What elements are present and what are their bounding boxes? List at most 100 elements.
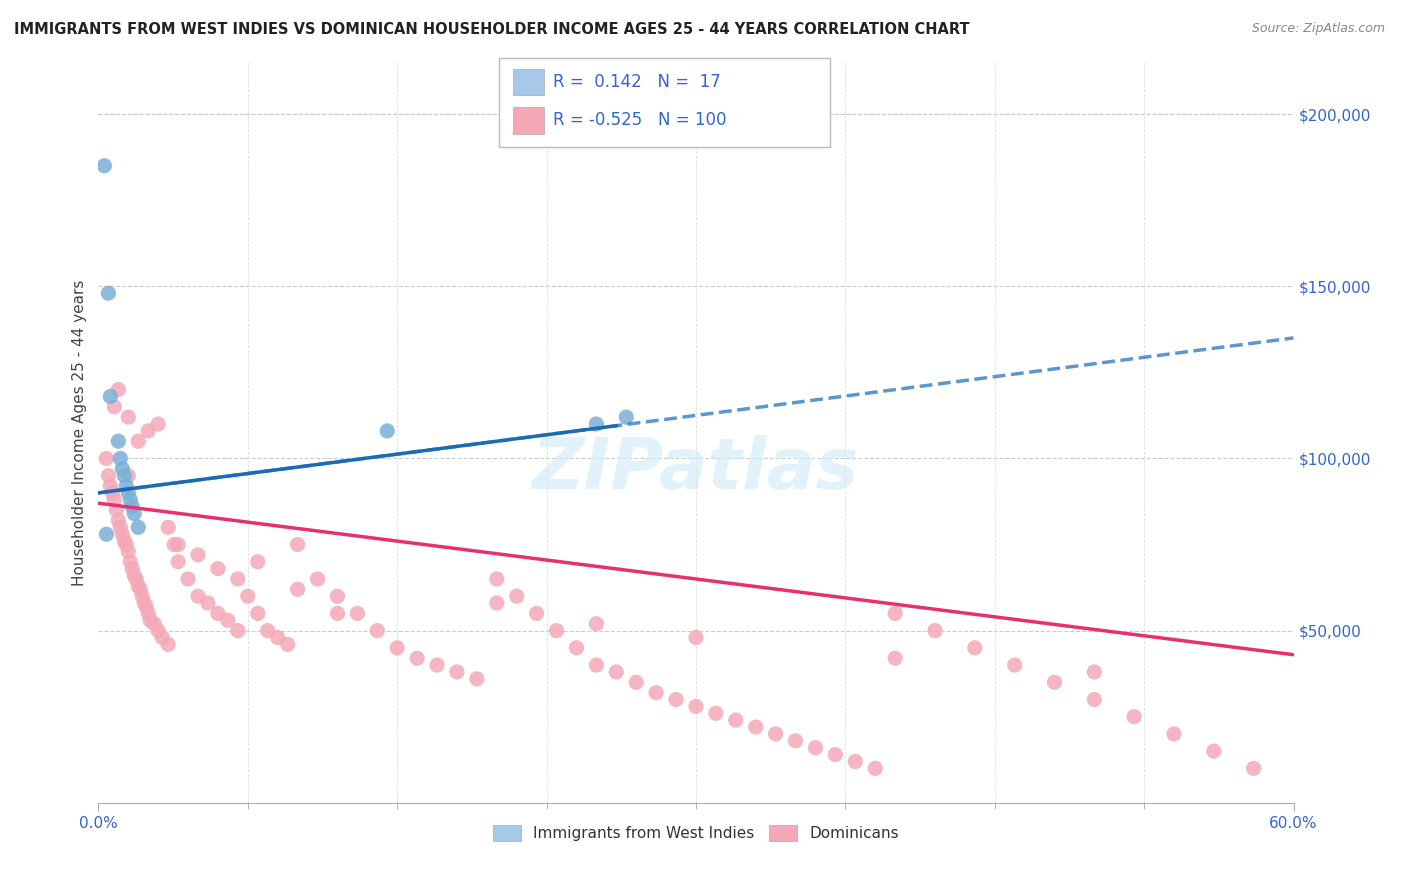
- Point: [107, 383, 129, 397]
- Point: [96, 527, 118, 541]
- Point: [120, 492, 142, 507]
- Point: [187, 589, 209, 603]
- Point: [105, 503, 128, 517]
- Point: [112, 534, 135, 549]
- Point: [236, 589, 259, 603]
- Point: [844, 755, 866, 769]
- Point: [1202, 744, 1225, 758]
- Point: [506, 589, 529, 603]
- Point: [207, 607, 229, 621]
- Point: [197, 596, 219, 610]
- Text: ZIPatlas: ZIPatlas: [533, 435, 859, 504]
- Point: [111, 527, 134, 541]
- Point: [139, 613, 162, 627]
- Point: [585, 417, 607, 431]
- Point: [135, 599, 157, 614]
- Point: [1243, 761, 1265, 775]
- Point: [1123, 709, 1146, 723]
- Point: [326, 589, 349, 603]
- Point: [136, 424, 159, 438]
- Point: [724, 713, 747, 727]
- Point: [1083, 692, 1105, 706]
- Point: [136, 607, 159, 621]
- Point: [865, 761, 887, 775]
- Point: [307, 572, 329, 586]
- Point: [207, 561, 229, 575]
- Point: [127, 579, 149, 593]
- Point: [163, 537, 186, 551]
- Text: R =  0.142   N =  17: R = 0.142 N = 17: [553, 73, 720, 91]
- Point: [287, 537, 309, 551]
- Point: [124, 568, 146, 582]
- Point: [605, 665, 627, 679]
- Point: [129, 582, 152, 597]
- Point: [665, 692, 688, 706]
- Point: [125, 572, 148, 586]
- Point: [745, 720, 768, 734]
- Point: [1043, 675, 1066, 690]
- Point: [326, 607, 349, 621]
- Point: [117, 468, 139, 483]
- Point: [465, 672, 488, 686]
- Point: [765, 727, 787, 741]
- Point: [585, 616, 607, 631]
- Point: [485, 596, 508, 610]
- Point: [167, 555, 190, 569]
- Text: Source: ZipAtlas.com: Source: ZipAtlas.com: [1251, 22, 1385, 36]
- Point: [98, 479, 122, 493]
- Point: [120, 555, 142, 569]
- Point: [127, 434, 149, 449]
- Point: [785, 734, 807, 748]
- Point: [97, 468, 120, 483]
- Point: [157, 637, 180, 651]
- Point: [375, 424, 398, 438]
- Point: [924, 624, 946, 638]
- Point: [217, 613, 239, 627]
- Point: [157, 520, 180, 534]
- Text: IMMIGRANTS FROM WEST INDIES VS DOMINICAN HOUSEHOLDER INCOME AGES 25 - 44 YEARS C: IMMIGRANTS FROM WEST INDIES VS DOMINICAN…: [14, 22, 970, 37]
- Point: [426, 658, 449, 673]
- Point: [134, 596, 156, 610]
- Point: [626, 675, 648, 690]
- Point: [150, 631, 173, 645]
- Point: [526, 607, 548, 621]
- Point: [110, 451, 132, 466]
- Point: [346, 607, 368, 621]
- Point: [167, 537, 190, 551]
- Point: [121, 561, 143, 575]
- Point: [96, 451, 118, 466]
- Point: [131, 589, 153, 603]
- Point: [143, 616, 166, 631]
- Point: [187, 548, 209, 562]
- Point: [385, 640, 409, 655]
- Point: [1004, 658, 1026, 673]
- Point: [111, 462, 134, 476]
- Point: [121, 500, 143, 514]
- Point: [148, 417, 170, 431]
- Point: [287, 582, 309, 597]
- Point: [884, 607, 907, 621]
- Point: [107, 513, 129, 527]
- Point: [277, 637, 299, 651]
- Point: [110, 520, 132, 534]
- Point: [704, 706, 727, 721]
- Point: [446, 665, 468, 679]
- Point: [103, 400, 125, 414]
- Point: [117, 544, 139, 558]
- Point: [565, 640, 588, 655]
- Point: [685, 699, 707, 714]
- Point: [103, 492, 125, 507]
- Point: [115, 479, 138, 493]
- Point: [546, 624, 568, 638]
- Point: [884, 651, 907, 665]
- Point: [117, 410, 139, 425]
- Point: [127, 520, 149, 534]
- Point: [804, 740, 827, 755]
- Legend: Immigrants from West Indies, Dominicans: Immigrants from West Indies, Dominicans: [486, 819, 905, 847]
- Y-axis label: Householder Income Ages 25 - 44 years: Householder Income Ages 25 - 44 years: [72, 279, 87, 586]
- Point: [117, 486, 139, 500]
- Point: [107, 434, 129, 449]
- Point: [645, 685, 668, 699]
- Point: [824, 747, 846, 762]
- Point: [1083, 665, 1105, 679]
